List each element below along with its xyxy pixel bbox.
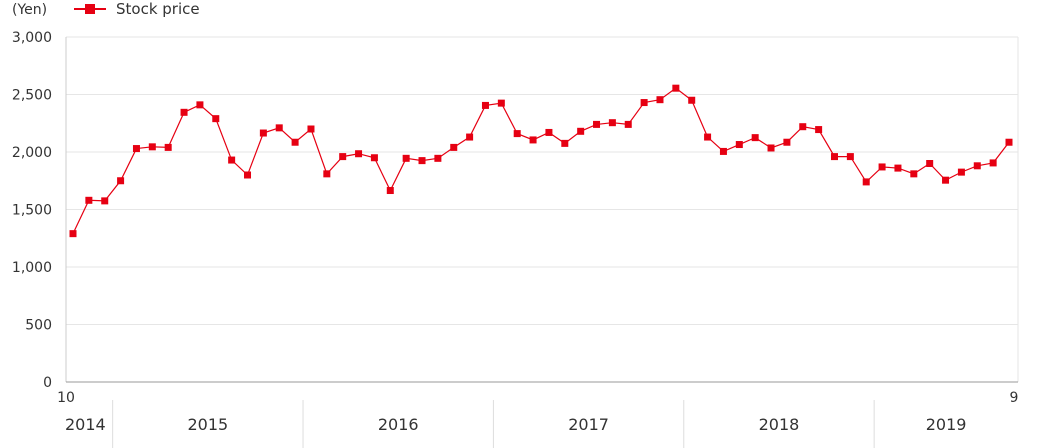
data-point — [624, 120, 632, 128]
x-end-month-label: 9 — [1010, 390, 1019, 406]
data-point — [323, 170, 331, 178]
data-point — [878, 163, 886, 171]
data-point — [735, 141, 743, 149]
data-point — [212, 115, 220, 123]
data-point — [957, 168, 965, 176]
data-point — [989, 159, 997, 167]
data-point — [85, 196, 93, 204]
legend-label-stock-price: Stock price — [116, 0, 200, 18]
data-point — [973, 162, 981, 170]
data-point — [783, 138, 791, 146]
year-label-2019: 2019 — [926, 415, 967, 434]
y-tick-label: 2,000 — [12, 145, 52, 161]
data-point — [196, 101, 204, 109]
y-tick-label: 1,000 — [12, 260, 52, 276]
data-point — [1005, 138, 1013, 146]
data-point — [656, 96, 664, 104]
data-point — [228, 156, 236, 164]
data-point — [910, 170, 918, 178]
data-point — [355, 150, 363, 158]
data-point — [846, 153, 854, 161]
data-point — [69, 230, 77, 238]
data-point — [862, 178, 870, 186]
data-point — [529, 136, 537, 144]
legend: Stock price — [74, 0, 200, 18]
data-point — [370, 154, 378, 162]
year-label-2014: 2014 — [65, 415, 106, 434]
data-point — [148, 143, 156, 151]
data-point — [561, 139, 569, 147]
legend-marker-stock-price — [85, 4, 95, 14]
data-point — [275, 124, 283, 132]
year-label-2015: 2015 — [187, 415, 228, 434]
x-start-month-label: 10 — [57, 390, 75, 406]
data-point — [481, 101, 489, 109]
data-point — [926, 160, 934, 167]
data-point — [815, 126, 823, 134]
y-tick-label: 500 — [25, 318, 52, 334]
data-point — [894, 164, 902, 172]
data-point — [767, 144, 775, 152]
year-label-2017: 2017 — [568, 415, 609, 434]
data-point — [180, 108, 188, 116]
grid-lines — [66, 36, 1019, 382]
data-point — [386, 187, 394, 195]
data-point — [719, 147, 727, 155]
data-point — [608, 119, 616, 127]
data-point — [688, 96, 696, 104]
data-point — [418, 157, 426, 165]
data-point — [117, 177, 125, 185]
year-label-2016: 2016 — [378, 415, 419, 434]
data-point — [704, 133, 712, 141]
data-point — [672, 84, 680, 92]
data-point — [259, 129, 267, 137]
series-line-stock-price — [72, 87, 1010, 234]
data-point — [244, 171, 252, 179]
data-point — [545, 128, 553, 136]
y-tick-label: 3,000 — [12, 30, 52, 46]
data-point — [434, 154, 442, 162]
series-stock-price — [69, 84, 1013, 238]
data-point — [466, 133, 474, 141]
data-point — [751, 134, 759, 142]
data-point — [450, 143, 458, 151]
year-label-2018: 2018 — [759, 415, 800, 434]
data-point — [339, 153, 347, 161]
data-point — [513, 130, 521, 138]
data-point — [830, 153, 838, 161]
data-point — [402, 154, 410, 162]
y-tick-label: 1,500 — [12, 203, 52, 219]
data-point — [164, 143, 172, 151]
data-point — [942, 176, 950, 184]
axes: 0 500 1,000 1,500 2,000 2,500 3,000 10 9 2014 2015… — [12, 30, 1019, 448]
data-point — [640, 99, 648, 107]
data-point — [101, 197, 109, 205]
data-point — [577, 127, 585, 135]
data-point — [291, 138, 299, 146]
y-tick-label: 2,500 — [12, 88, 52, 104]
data-point — [307, 125, 315, 133]
data-point — [799, 123, 807, 131]
y-axis-unit-label: (Yen) — [12, 2, 47, 18]
data-point — [497, 99, 505, 107]
data-point — [593, 120, 601, 128]
y-tick-label: 0 — [43, 375, 52, 391]
data-point — [132, 145, 140, 153]
